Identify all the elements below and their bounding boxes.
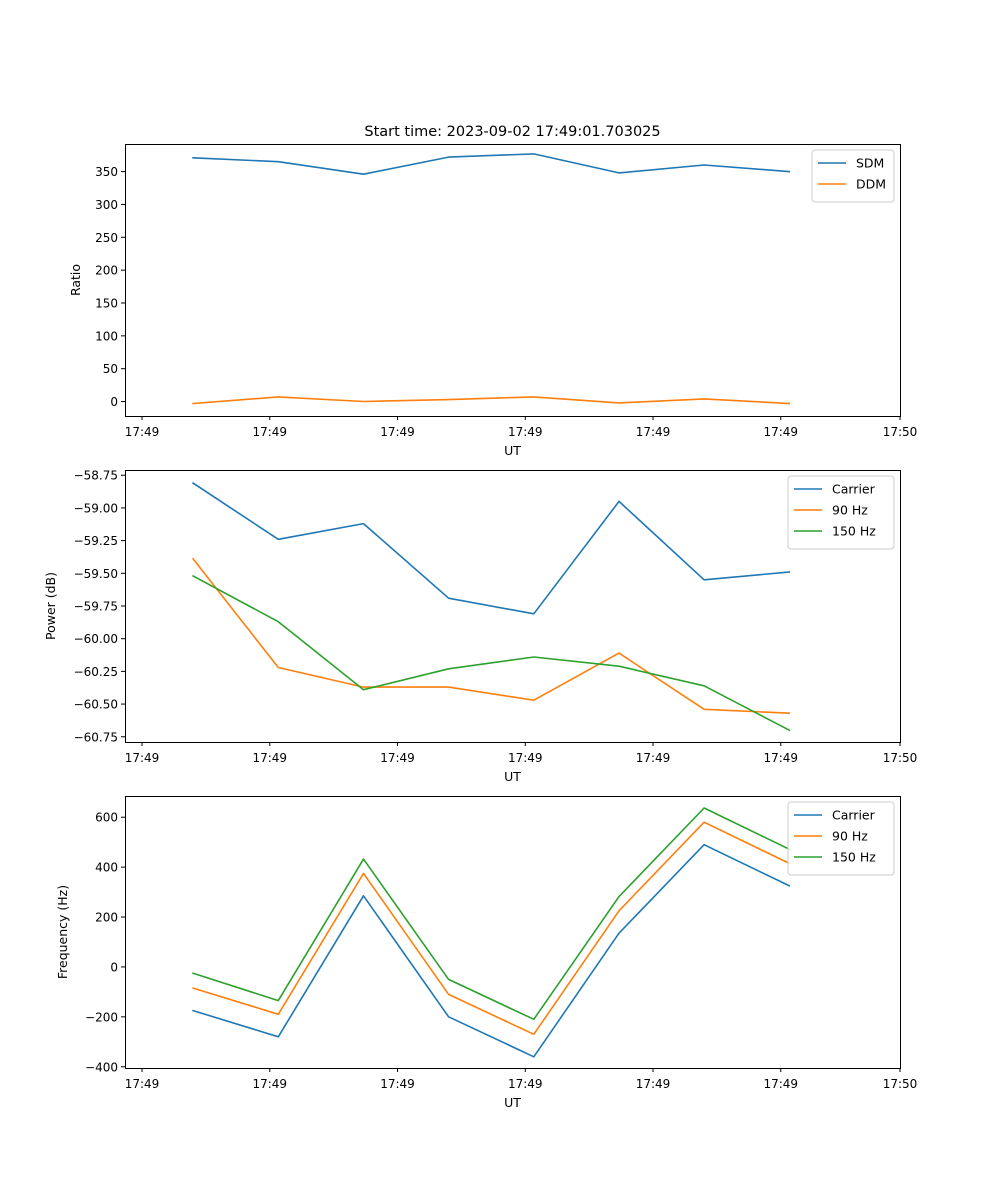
x-tick-label: 17:49: [125, 751, 160, 765]
x-tick-label: 17:49: [125, 1077, 160, 1091]
series-line-150-hz: [192, 807, 791, 1021]
x-tick-label: 17:49: [763, 751, 798, 765]
legend: Carrier 90 Hz 150 Hz: [787, 801, 895, 876]
legend: Carrier 90 Hz 150 Hz: [787, 475, 895, 550]
y-tick-label: 0: [110, 960, 118, 974]
x-tick-label: 17:50: [883, 425, 918, 439]
y-tick-label: 50: [103, 362, 118, 376]
y-axis-label: Power (dB): [43, 572, 58, 640]
y-tick-label: 200: [95, 911, 118, 925]
x-tick-label: 17:50: [883, 1077, 918, 1091]
plot-area: [125, 470, 901, 743]
y-tick-label: −59.25: [74, 534, 118, 548]
plot-area: [125, 796, 901, 1069]
y-tick-label: 400: [95, 861, 118, 875]
legend-label: SDM: [856, 156, 884, 171]
y-tick-label: 250: [95, 231, 118, 245]
y-tick-label: −400: [85, 1060, 118, 1074]
x-tick-label: 17:49: [508, 1077, 543, 1091]
x-axis-label: UT: [504, 443, 521, 458]
x-tick-label: 17:49: [380, 751, 415, 765]
y-tick-label: −60.75: [74, 730, 118, 744]
x-tick-label: 17:49: [763, 1077, 798, 1091]
y-axis-label: Frequency (Hz): [55, 885, 70, 979]
x-tick-label: 17:49: [763, 425, 798, 439]
y-tick-label: 0: [110, 395, 118, 409]
chart-panel-1: Start time: 2023-09-02 17:49:01.703025 17…: [68, 124, 917, 458]
x-axis-label: UT: [504, 769, 521, 784]
y-axis-label: Ratio: [68, 264, 83, 296]
x-tick-label: 17:49: [636, 1077, 671, 1091]
x-tick-label: 17:49: [636, 751, 671, 765]
y-tick-label: 300: [95, 198, 118, 212]
x-tick-label: 17:49: [636, 425, 671, 439]
series-line-sdm: [192, 153, 791, 175]
chart-title: Start time: 2023-09-02 17:49:01.703025: [364, 124, 660, 140]
legend-label: 150 Hz: [832, 850, 876, 865]
x-tick-label: 17:49: [252, 425, 287, 439]
y-tick-label: 150: [95, 296, 118, 310]
chart-panel-3: 17:49 17:49 17:49 17:49 17:49 17:49 17:50 −400 −…: [55, 796, 918, 1110]
series-line-carrier: [191, 481, 791, 615]
x-tick-label: 17:49: [380, 425, 415, 439]
y-tick-label: −200: [85, 1010, 118, 1024]
y-tick-label: 350: [95, 165, 118, 179]
y-tick-label: −60.25: [74, 665, 118, 679]
legend-label: 90 Hz: [832, 829, 868, 844]
y-tick-label: 200: [95, 264, 118, 278]
legend-label: Carrier: [832, 808, 876, 823]
x-tick-label: 17:49: [252, 1077, 287, 1091]
y-tick-label: 600: [95, 811, 118, 825]
series-line-90-hz: [192, 821, 791, 1036]
legend-label: 90 Hz: [832, 503, 868, 518]
legend: SDM DDM: [811, 149, 895, 203]
x-tick-label: 17:49: [252, 751, 287, 765]
x-tick-label: 17:49: [125, 425, 160, 439]
plot-area: [125, 144, 901, 417]
series-line-90-hz: [191, 557, 791, 715]
legend-label: 150 Hz: [832, 524, 876, 539]
x-tick-label: 17:49: [508, 751, 543, 765]
x-tick-label: 17:49: [508, 425, 543, 439]
x-tick-label: 17:50: [883, 751, 918, 765]
y-tick-label: −59.75: [74, 600, 118, 614]
legend-label: DDM: [856, 177, 886, 192]
x-axis-label: UT: [504, 1095, 521, 1110]
y-tick-label: 100: [95, 329, 118, 343]
series-line-150-hz: [192, 574, 791, 732]
y-tick-label: −60.50: [74, 698, 118, 712]
legend-label: Carrier: [832, 482, 876, 497]
series-line-carrier: [192, 843, 791, 1058]
series-line-ddm: [192, 396, 791, 405]
y-tick-label: −59.50: [74, 567, 118, 581]
y-tick-label: −60.00: [74, 632, 118, 646]
chart-panel-2: 17:49 17:49 17:49 17:49 17:49 17:49 17:50 −60.7…: [43, 469, 917, 784]
y-tick-label: −59.00: [74, 501, 118, 515]
y-tick-label: −58.75: [74, 469, 118, 483]
x-tick-label: 17:49: [380, 1077, 415, 1091]
